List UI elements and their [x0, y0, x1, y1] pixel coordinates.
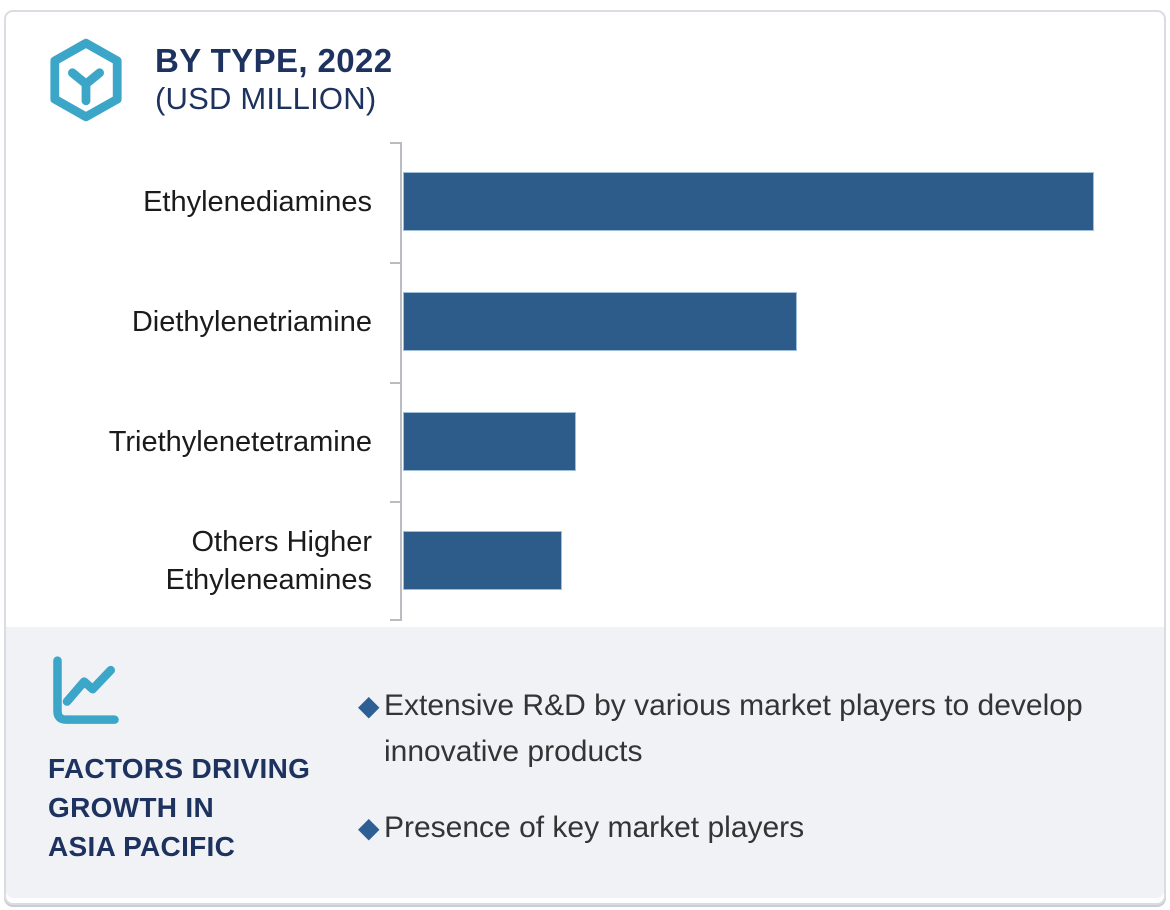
line-chart-icon — [53, 656, 119, 724]
bar — [403, 292, 797, 351]
factors-panel: FACTORS DRIVING GROWTH IN ASIA PACIFIC ◆… — [6, 627, 1164, 898]
bar-row: Others Higher Ethyleneamines — [0, 501, 1170, 621]
axis-tick-mark — [390, 142, 401, 144]
page-title: BY TYPE, 2022 — [155, 42, 393, 79]
bullet-item: ◆ Extensive R&D by various market player… — [358, 683, 1098, 775]
category-label: Diethylenetriamine — [131, 306, 372, 338]
factors-heading-line: ASIA PACIFIC — [48, 831, 236, 862]
bar — [403, 531, 562, 590]
chart-unit-subtitle: (USD MILLION) — [155, 81, 377, 116]
axis-tick-mark — [390, 619, 401, 621]
category-label: Others Higher Ethyleneamines — [165, 526, 372, 596]
bar-row: Triethylenetetramine — [0, 382, 1170, 502]
category-label: Ethylenediamines — [143, 186, 372, 218]
bar-chart: Ethylenediamines Diethylenetriamine Trieth… — [0, 142, 1170, 621]
axis-tick-mark — [390, 382, 401, 384]
bullet-list: ◆ Extensive R&D by various market player… — [358, 683, 1098, 881]
axis-tick-mark — [390, 501, 401, 503]
bar — [403, 172, 1094, 231]
y-axis-line — [400, 142, 402, 621]
factors-heading: FACTORS DRIVING GROWTH IN ASIA PACIFIC — [48, 749, 310, 866]
diamond-bullet-icon: ◆ — [358, 690, 380, 721]
factors-heading-line: GROWTH IN — [48, 792, 215, 823]
bullet-text: Presence of key market players — [384, 811, 805, 844]
bullet-text: Extensive R&D by various market players … — [384, 689, 1083, 768]
bar — [403, 412, 576, 471]
bullet-item: ◆ Presence of key market players — [358, 805, 1098, 851]
category-label: Triethylenetetramine — [108, 426, 372, 458]
bar-row: Diethylenetriamine — [0, 262, 1170, 382]
axis-tick-mark — [390, 262, 401, 264]
factors-heading-line: FACTORS DRIVING — [48, 753, 311, 784]
diamond-bullet-icon: ◆ — [358, 812, 380, 843]
hexagon-y-logo-icon — [50, 38, 122, 122]
bar-row: Ethylenediamines — [0, 142, 1170, 262]
